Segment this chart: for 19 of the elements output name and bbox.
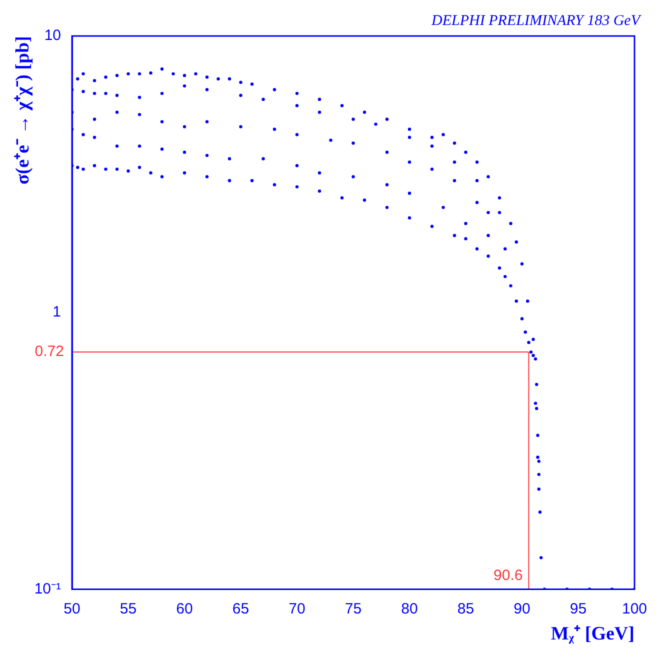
x-tick-label: 60 bbox=[176, 600, 193, 618]
chart-title: DELPHI PRELIMINARY 183 GeV bbox=[430, 12, 642, 29]
x-tick-label: 50 bbox=[64, 600, 80, 618]
x-tick-label: 90 bbox=[514, 600, 530, 618]
x-tick-label: 100 bbox=[622, 600, 647, 618]
y-axis-title: σ(e⁺e⁻ → χ⁺χ⁻) [pb] bbox=[12, 36, 34, 184]
x-tick-label: 80 bbox=[401, 600, 418, 618]
y-tick-label: 10⁻¹ bbox=[34, 580, 61, 598]
x-tick-label: 95 bbox=[570, 600, 587, 618]
x-tick-label: 65 bbox=[232, 600, 250, 618]
y-tick-label: 1 bbox=[52, 304, 61, 321]
x-tick-label: 85 bbox=[457, 600, 474, 618]
x-tick-label: 70 bbox=[288, 600, 306, 618]
x-tick-label: 75 bbox=[344, 600, 362, 618]
ref-line-label: 90.6 bbox=[494, 566, 523, 584]
x-axis-title: Mᵪ⁺ [GeV] bbox=[550, 624, 634, 645]
x-tick-label: 55 bbox=[120, 600, 137, 618]
y-tick-label: 10 bbox=[44, 27, 61, 44]
ref-line-label: 0.72 bbox=[34, 343, 64, 360]
